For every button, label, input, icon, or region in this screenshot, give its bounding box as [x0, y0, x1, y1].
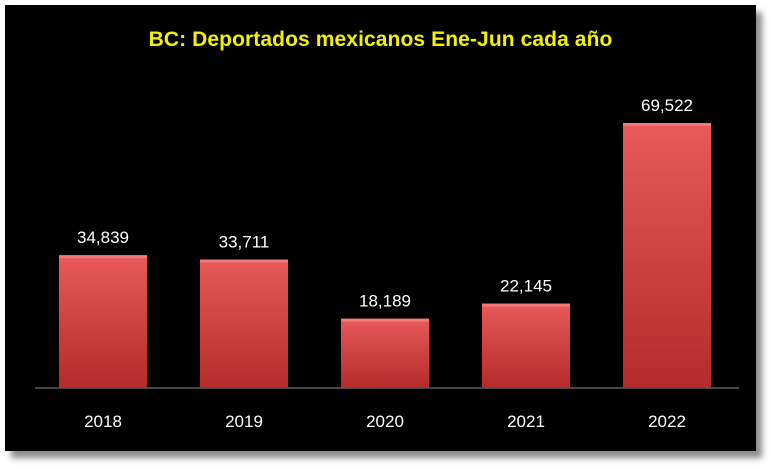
bars-group [59, 123, 711, 388]
bar-2020 [341, 318, 429, 388]
data-label-2018: 34,839 [77, 228, 129, 247]
x-tick-label-2022: 2022 [648, 412, 686, 431]
bar-2019 [200, 259, 288, 388]
bar-highlight-2019 [200, 259, 288, 263]
x-tick-label-2020: 2020 [366, 412, 404, 431]
chart-frame: BC: Deportados mexicanos Ene-Jun cada añ… [5, 5, 756, 451]
bar-highlight-2021 [482, 303, 570, 307]
bar-2022 [623, 123, 711, 388]
bar-2018 [59, 255, 147, 388]
bar-highlight-2022 [623, 123, 711, 126]
bar-highlight-2018 [59, 255, 147, 259]
data-label-2021: 22,145 [500, 277, 552, 296]
x-tick-labels-group: 2018 2019 2020 2021 2022 [84, 412, 686, 431]
x-tick-label-2021: 2021 [507, 412, 545, 431]
bar-highlight-2020 [341, 318, 429, 322]
data-label-2020: 18,189 [359, 292, 411, 311]
data-label-2019: 33,711 [219, 233, 270, 252]
data-label-2022: 69,522 [641, 96, 693, 115]
chart-title: BC: Deportados mexicanos Ene-Jun cada añ… [148, 28, 613, 51]
data-labels-group: 34,839 33,711 18,189 22,145 69,522 [77, 96, 693, 311]
x-tick-label-2019: 2019 [225, 412, 263, 431]
bar-2021 [482, 303, 570, 388]
x-tick-label-2018: 2018 [84, 412, 122, 431]
